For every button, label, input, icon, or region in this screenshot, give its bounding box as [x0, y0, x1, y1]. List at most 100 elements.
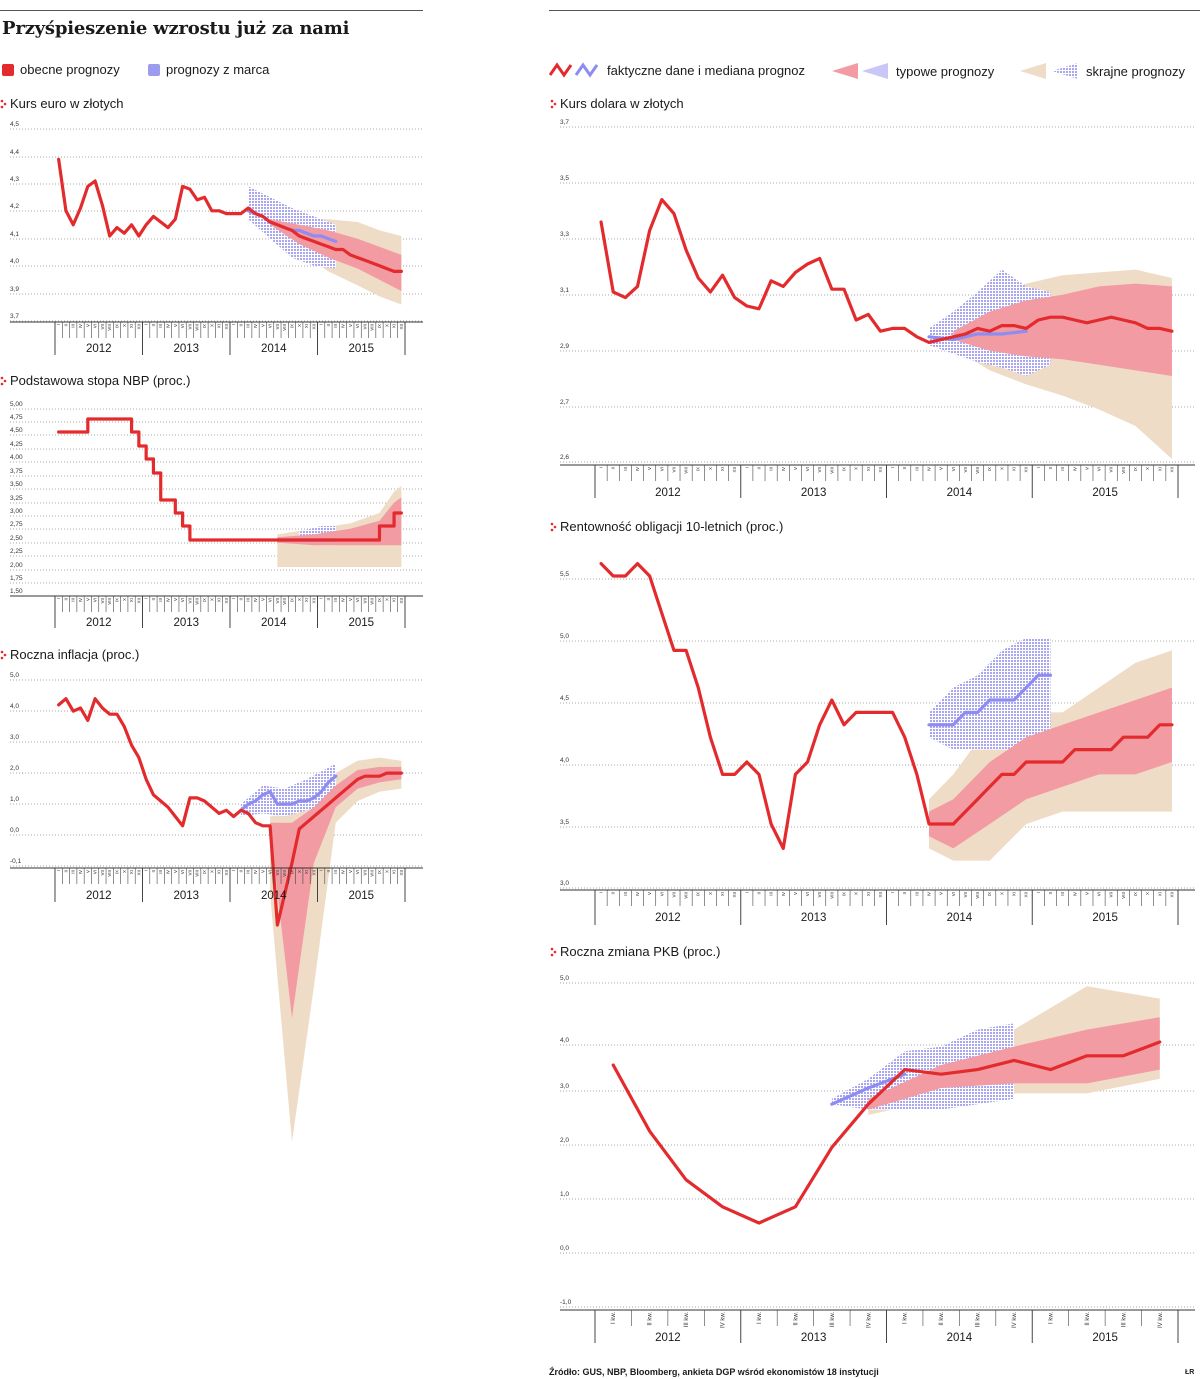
month-label: XII	[732, 892, 737, 898]
year-label: 2013	[173, 617, 199, 629]
march-extreme-forecast-band	[240, 763, 336, 817]
march-extreme-forecast-band	[831, 1023, 1015, 1110]
month-label: IX	[377, 598, 382, 602]
month-label: II	[238, 598, 243, 601]
title-dot-icon	[0, 656, 4, 660]
month-label: VIII	[282, 324, 287, 331]
actual-data-line	[611, 1063, 870, 1225]
month-label: II	[611, 892, 616, 895]
y-tick-label: 1,50	[10, 588, 23, 595]
y-tick-label: 3,0	[10, 734, 19, 741]
month-label: X	[384, 324, 389, 327]
month-label: XI	[304, 324, 309, 328]
month-label: XII	[136, 598, 141, 604]
y-tick-label: 4,0	[560, 1037, 569, 1044]
chart-title-eur: Kurs euro w złotych	[0, 96, 123, 111]
month-label: VI	[268, 598, 273, 602]
top-rule-right	[549, 10, 1200, 11]
y-tick-label: 2,0	[10, 765, 19, 772]
month-label: VII	[362, 598, 367, 604]
month-label: VIII	[975, 467, 980, 474]
month-label: X	[1145, 892, 1150, 895]
month-label: I	[56, 324, 61, 325]
month-label: VIII	[684, 467, 689, 474]
month-label: XII	[399, 870, 404, 876]
month-label: I	[599, 892, 604, 893]
y-tick-label: 3,5	[560, 819, 569, 826]
typical-forecast-band	[868, 1017, 1160, 1110]
y-tick-label: 4,5	[560, 695, 569, 702]
month-label: XII	[311, 598, 316, 604]
typical-forecast-band	[277, 497, 402, 546]
chart-title-usd: Kurs dolara w złotych	[550, 96, 684, 111]
title-dot-icon	[550, 947, 554, 951]
month-label: IX	[289, 870, 294, 874]
month-label: XI	[392, 598, 397, 602]
month-label: III	[71, 598, 76, 602]
month-label: VII	[362, 870, 367, 876]
y-tick-label: 0,0	[10, 827, 19, 834]
month-label: VIII	[195, 870, 200, 877]
month-label: II	[611, 467, 616, 470]
month-label: VI	[1097, 892, 1102, 896]
month-label: IX	[202, 870, 207, 874]
quarter-label: I kw.	[903, 1312, 909, 1324]
y-tick-label: 3,7	[10, 313, 19, 320]
month-label: VIII	[975, 892, 980, 899]
month-label: VII	[187, 598, 192, 604]
month-label: IV	[166, 324, 171, 328]
y-tick-label: 3,0	[560, 1083, 569, 1090]
month-label: V	[348, 324, 353, 327]
month-label: VIII	[370, 870, 375, 877]
y-tick-label: 4,00	[10, 454, 23, 461]
month-label: IV	[166, 870, 171, 874]
month-label: VIII	[1121, 467, 1126, 474]
month-label: XI	[1157, 892, 1162, 896]
month-label: VI	[659, 892, 664, 896]
month-label: VIII	[107, 870, 112, 877]
year-label: 2015	[348, 343, 374, 355]
y-tick-label: 4,0	[10, 258, 19, 265]
month-label: VI	[268, 870, 273, 874]
month-label: II	[1048, 892, 1053, 895]
month-label: I	[319, 598, 324, 599]
month-label: VIII	[282, 598, 287, 605]
month-label: X	[708, 892, 713, 895]
month-label: IV	[341, 870, 346, 874]
title-dot-icon	[3, 653, 7, 657]
band-triangle-icon	[832, 63, 888, 79]
y-tick-label: 4,75	[10, 414, 23, 421]
quarter-label: I kw.	[757, 1312, 763, 1324]
month-label: XII	[1024, 892, 1029, 898]
legend-actual-label: faktyczne dane i mediana prognoz	[607, 62, 806, 78]
month-label: XII	[311, 324, 316, 330]
month-label: III	[246, 324, 251, 328]
month-label: IV	[635, 467, 640, 471]
month-label: XI	[866, 467, 871, 471]
month-label: IX	[841, 892, 846, 896]
month-label: I	[144, 870, 149, 871]
month-label: V	[1084, 892, 1089, 895]
year-label: 2015	[1092, 1332, 1118, 1344]
y-tick-label: 4,1	[10, 231, 19, 238]
month-label: I	[1036, 892, 1041, 893]
quarter-label: IV kw.	[1012, 1312, 1018, 1328]
chart-gdp: Roczna zmiana PKB (proc.) 5,0 4,0 3,0 2,0 1,0…	[550, 944, 1195, 1344]
median-forecast-line	[268, 220, 403, 273]
month-label: II	[63, 870, 68, 873]
month-label: XI	[866, 892, 871, 896]
month-label: V	[647, 892, 652, 895]
month-label: X	[122, 598, 127, 601]
month-label: V	[173, 598, 178, 601]
month-label: IV	[1072, 892, 1077, 896]
chart-title: Roczna zmiana PKB (proc.)	[560, 944, 720, 959]
title-dot-icon	[0, 376, 4, 380]
month-label: VII	[817, 892, 822, 898]
month-label: IV	[341, 324, 346, 328]
month-label: X	[122, 870, 127, 873]
month-label: IV	[78, 870, 83, 874]
month-label: I	[599, 467, 604, 468]
month-label: XI	[217, 324, 222, 328]
month-label: I	[744, 892, 749, 893]
